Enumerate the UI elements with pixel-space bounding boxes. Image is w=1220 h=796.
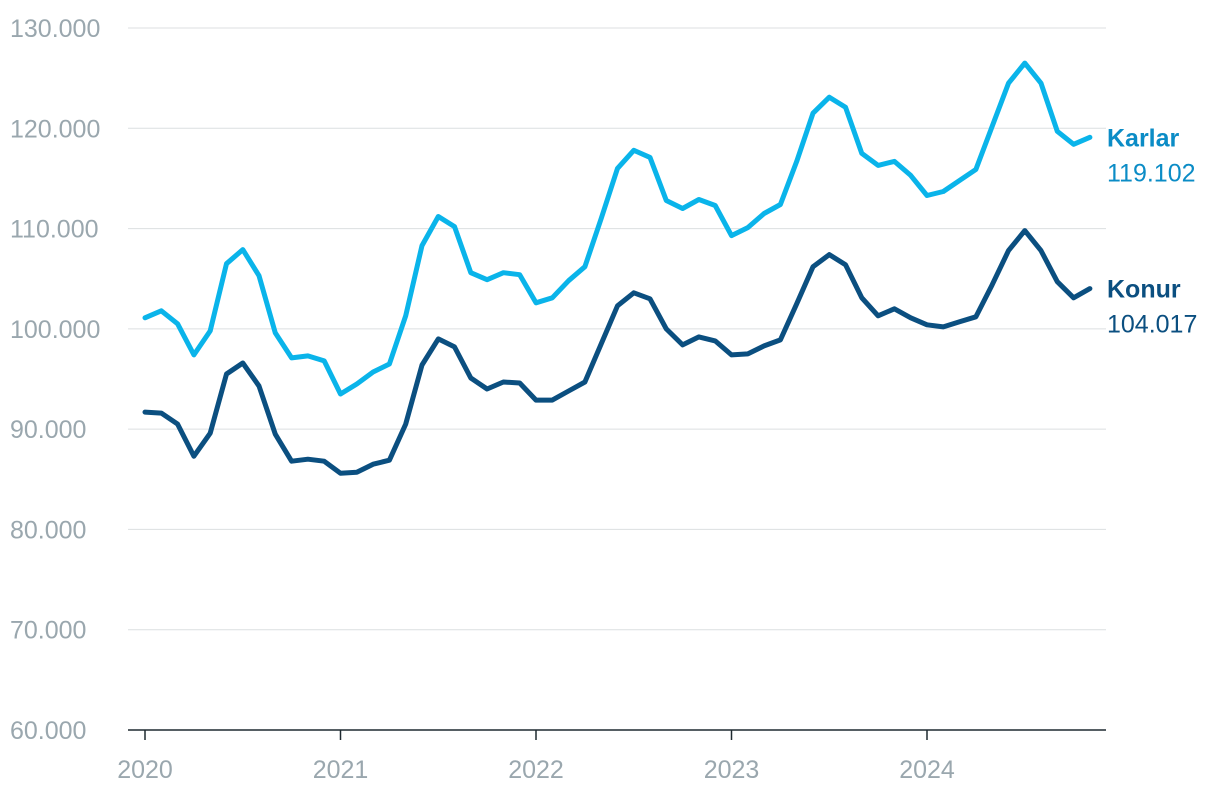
series-line-karlar bbox=[142, 60, 1093, 397]
series-value-karlar: 119.102 bbox=[1107, 159, 1196, 187]
y-tick-label: 120.000 bbox=[10, 115, 100, 143]
y-tick-label: 110.000 bbox=[10, 216, 99, 244]
x-tick-label: 2021 bbox=[313, 756, 369, 784]
series-value-konur: 104.017 bbox=[1107, 311, 1197, 339]
y-tick-label: 60.000 bbox=[10, 717, 86, 745]
x-tick-label: 2024 bbox=[899, 756, 955, 784]
series-labels: Karlar 119.102 Konur 104.017 bbox=[1107, 124, 1197, 338]
series-label-karlar: Karlar bbox=[1107, 124, 1180, 152]
x-tick-label: 2020 bbox=[117, 756, 173, 784]
x-axis: 2020 2021 2022 2023 2024 bbox=[117, 729, 1106, 784]
y-tick-label: 90.000 bbox=[10, 416, 86, 444]
x-tick-label: 2023 bbox=[704, 756, 760, 784]
x-tick-label: 2022 bbox=[508, 756, 564, 784]
y-axis: 60.000 70.000 80.000 90.000 100.000 110.000 12… bbox=[10, 15, 100, 745]
series-label-konur: Konur bbox=[1107, 276, 1181, 304]
series-layer bbox=[142, 60, 1093, 476]
y-tick-label: 130.000 bbox=[10, 15, 100, 43]
grid-layer bbox=[128, 27, 1106, 631]
y-tick-label: 80.000 bbox=[10, 516, 86, 544]
y-tick-label: 70.000 bbox=[10, 617, 86, 645]
y-tick-label: 100.000 bbox=[10, 316, 100, 344]
series-line-konur bbox=[142, 228, 1093, 476]
